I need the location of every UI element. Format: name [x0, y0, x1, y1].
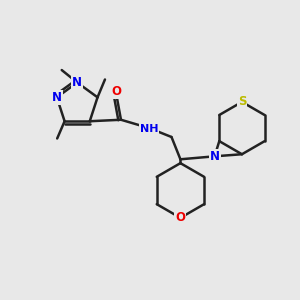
- Text: N: N: [72, 76, 82, 89]
- Text: N: N: [210, 150, 220, 163]
- Text: O: O: [112, 85, 122, 98]
- Text: O: O: [176, 211, 185, 224]
- Text: N: N: [52, 91, 62, 104]
- Text: S: S: [238, 95, 246, 108]
- Text: NH: NH: [140, 124, 158, 134]
